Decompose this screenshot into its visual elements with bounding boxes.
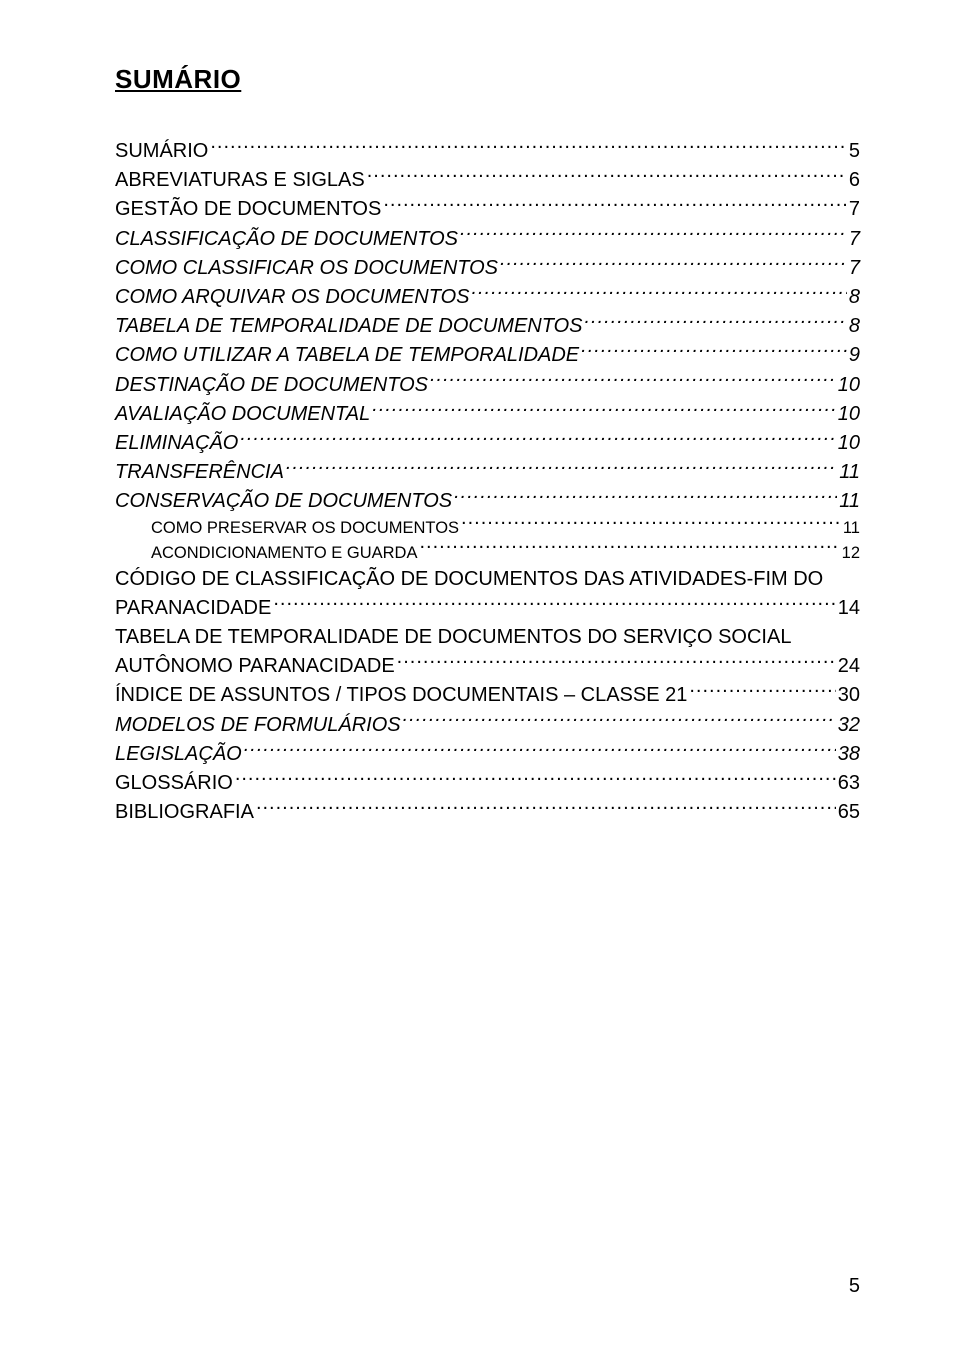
toc-entry: GESTÃO DE DOCUMENTOS 7 [115,195,860,224]
toc-leader-dots [471,283,846,303]
toc-leader-dots [367,166,847,186]
toc-leader-dots [419,541,839,558]
toc-leader-dots [372,400,835,420]
toc-entry: LEGISLAÇÃO 38 [115,740,860,769]
toc-entry-page: 9 [849,341,860,370]
toc-entry: SUMÁRIO 5 [115,137,860,166]
toc-entry: COMO PRESERVAR OS DOCUMENTOS 11 [115,516,860,540]
toc-leader-dots [430,371,836,391]
toc-entry-label: GESTÃO DE DOCUMENTOS [115,195,381,224]
toc-entry-label: LEGISLAÇÃO [115,740,242,769]
toc-leader-dots [256,798,836,818]
toc-entry-page: 6 [849,166,860,195]
toc-entry-label: COMO CLASSIFICAR OS DOCUMENTOS [115,254,498,283]
toc-leader-dots [461,517,841,534]
toc-entry-label: GLOSSÁRIO [115,769,233,798]
toc-entry: ELIMINAÇÃO 10 [115,429,860,458]
toc-entry-page: 11 [843,516,860,540]
toc-entry: BIBLIOGRAFIA 65 [115,798,860,827]
toc-leader-dots [397,652,836,672]
toc-entry-page: 38 [838,740,860,769]
toc-leader-dots [500,254,847,274]
toc-entry-page: 7 [849,254,860,283]
toc-entry-label: CONSERVAÇÃO DE DOCUMENTOS [115,487,452,516]
toc-entry-label: TABELA DE TEMPORALIDADE DE DOCUMENTOS [115,312,583,341]
toc-entry-page: 11 [839,458,860,487]
toc-entry: DESTINAÇÃO DE DOCUMENTOS 10 [115,371,860,400]
toc-entry-page: 8 [849,312,860,341]
toc-leader-dots [689,681,835,701]
toc-leader-dots [383,195,847,215]
toc-entry-page: 7 [849,195,860,224]
toc-entry-line2: AUTÔNOMO PARANACIDADE 24 [115,652,860,681]
toc-entry-label: AVALIAÇÃO DOCUMENTAL [115,400,370,429]
toc-entry-page: 5 [849,137,860,166]
toc-entry: ACONDICIONAMENTO E GUARDA 12 [115,541,860,565]
toc-entry-label: TRANSFERÊNCIA [115,458,284,487]
toc-leader-dots [235,769,836,789]
toc-entry-page: 7 [849,225,860,254]
toc-entry-page: 11 [839,487,860,516]
toc-leader-dots [585,312,847,332]
toc-entry: TRANSFERÊNCIA 11 [115,458,860,487]
toc-entry-line2: PARANACIDADE 14 [115,594,860,623]
toc-entry-page: 32 [838,711,860,740]
page-title: SUMÁRIO [115,64,860,95]
toc-entry: ABREVIATURAS E SIGLAS 6 [115,166,860,195]
toc-leader-dots [244,740,836,760]
toc-entry-label-line2: PARANACIDADE [115,594,271,623]
toc-entry: TABELA DE TEMPORALIDADE DE DOCUMENTOS 8 [115,312,860,341]
toc-entry: MODELOS DE FORMULÁRIOS 32 [115,711,860,740]
toc-entry-label: MODELOS DE FORMULÁRIOS [115,711,401,740]
toc-entry-label: ÍNDICE DE ASSUNTOS / TIPOS DOCUMENTAIS –… [115,681,687,710]
toc-entry: AVALIAÇÃO DOCUMENTAL 10 [115,400,860,429]
toc-entry-page: 10 [838,371,860,400]
toc-entry-label: COMO PRESERVAR OS DOCUMENTOS [151,516,459,540]
toc-entry-page: 8 [849,283,860,312]
toc-entry-label: COMO ARQUIVAR OS DOCUMENTOS [115,283,469,312]
toc-entry: COMO ARQUIVAR OS DOCUMENTOS 8 [115,283,860,312]
toc-leader-dots [273,594,835,614]
toc-leader-dots [454,487,837,507]
toc-entry-label: ELIMINAÇÃO [115,429,238,458]
toc-leader-dots [581,341,847,361]
toc-entry-page: 10 [838,400,860,429]
toc-entry-label-line1: CÓDIGO DE CLASSIFICAÇÃO DE DOCUMENTOS DA… [115,565,860,594]
table-of-contents: SUMÁRIO5ABREVIATURAS E SIGLAS6GESTÃO DE … [115,137,860,827]
toc-leader-dots [286,458,837,478]
toc-entry-page: 12 [842,541,860,565]
toc-entry-label: CLASSIFICAÇÃO DE DOCUMENTOS [115,225,458,254]
toc-leader-dots [460,225,847,245]
toc-entry-label: ABREVIATURAS E SIGLAS [115,166,365,195]
toc-entry-page: 30 [838,681,860,710]
toc-entry-label: COMO UTILIZAR A TABELA DE TEMPORALIDADE [115,341,579,370]
toc-entry-label: DESTINAÇÃO DE DOCUMENTOS [115,371,428,400]
document-page: SUMÁRIO SUMÁRIO5ABREVIATURAS E SIGLAS6GE… [0,0,960,1348]
page-number: 5 [849,1275,860,1298]
toc-entry: COMO CLASSIFICAR OS DOCUMENTOS 7 [115,254,860,283]
toc-entry: ÍNDICE DE ASSUNTOS / TIPOS DOCUMENTAIS –… [115,681,860,710]
toc-entry-page: 65 [838,798,860,827]
toc-leader-dots [403,711,836,731]
toc-entry-label-line2: AUTÔNOMO PARANACIDADE [115,652,395,681]
toc-entry: CÓDIGO DE CLASSIFICAÇÃO DE DOCUMENTOS DA… [115,565,860,623]
toc-entry-label: SUMÁRIO [115,137,208,166]
toc-entry: COMO UTILIZAR A TABELA DE TEMPORALIDADE 9 [115,341,860,370]
toc-entry-page: 24 [838,652,860,681]
toc-entry-page: 63 [838,769,860,798]
toc-entry-label-line1: TABELA DE TEMPORALIDADE DE DOCUMENTOS DO… [115,623,860,652]
toc-entry: GLOSSÁRIO 63 [115,769,860,798]
toc-entry-page: 14 [838,594,860,623]
toc-entry-label: ACONDICIONAMENTO E GUARDA [151,541,417,565]
toc-entry: CONSERVAÇÃO DE DOCUMENTOS 11 [115,487,860,516]
toc-entry: TABELA DE TEMPORALIDADE DE DOCUMENTOS DO… [115,623,860,681]
toc-entry-page: 10 [838,429,860,458]
toc-leader-dots [240,429,835,449]
toc-entry: CLASSIFICAÇÃO DE DOCUMENTOS 7 [115,225,860,254]
toc-leader-dots [210,137,847,157]
toc-entry-label: BIBLIOGRAFIA [115,798,254,827]
